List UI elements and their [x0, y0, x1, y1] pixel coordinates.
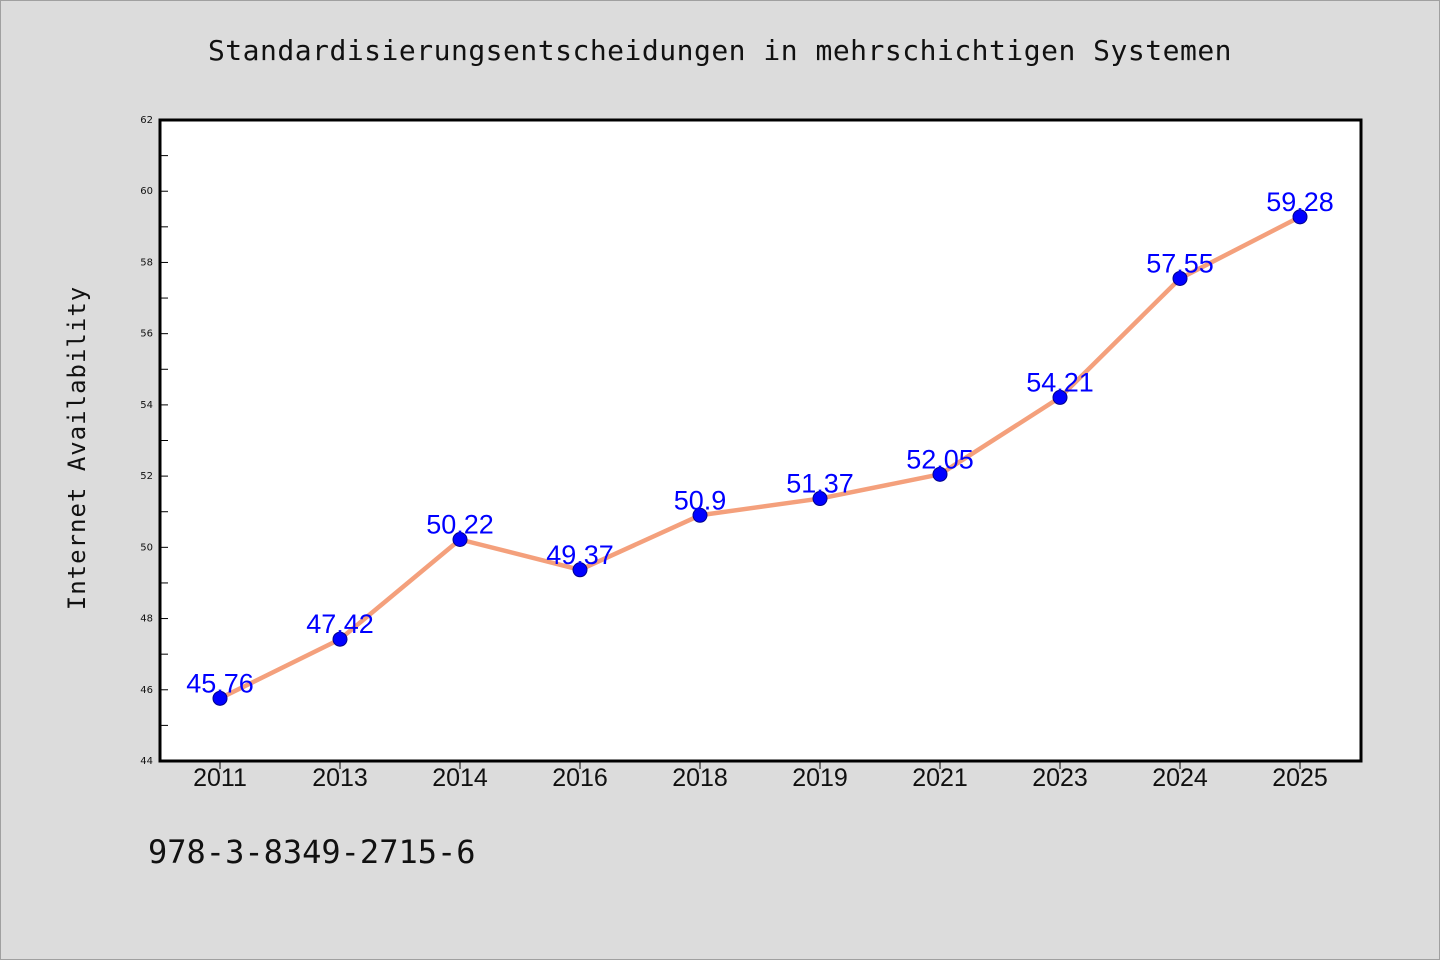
x-tick-label: 2018: [672, 764, 728, 792]
data-label: 57.55: [1146, 248, 1214, 278]
data-point: [1052, 389, 1068, 405]
data-point: [1172, 270, 1188, 286]
x-tick-label: 2024: [1152, 764, 1208, 792]
y-tick-label: 58: [140, 257, 153, 268]
x-axis-ticks: 2011 2013 2014 2016 2018 2019 2021 2023 2024 2025: [193, 761, 1328, 792]
data-label: 59.28: [1266, 187, 1334, 217]
y-tick-label: 56: [140, 329, 153, 340]
chart-title: Standardisierungsentscheidungen in mehrs…: [207, 34, 1233, 67]
data-label: 45.76: [186, 668, 254, 698]
data-label: 47.42: [306, 609, 374, 639]
data-point: [452, 531, 468, 547]
x-tick-label: 2014: [432, 764, 488, 792]
data-point: [332, 631, 348, 647]
data-label: 51.37: [786, 469, 854, 499]
y-tick-label: 62: [140, 115, 153, 126]
data-label: 50.9: [674, 485, 727, 515]
data-point: [1292, 209, 1308, 225]
y-tick-label: 44: [140, 756, 153, 767]
x-tick-label: 2011: [193, 764, 247, 792]
series-line: [217, 214, 1303, 701]
plot-area: [160, 120, 1361, 761]
x-tick-label: 2019: [792, 764, 848, 792]
x-tick-label: 2025: [1272, 764, 1328, 792]
data-point: [212, 690, 228, 706]
series-layer: 45.76 47.42 50.22 49.37 50.9 51.37 52.05 54.21 5…: [186, 187, 1334, 706]
y-tick-label: 52: [140, 471, 153, 482]
y-tick-label: 54: [140, 400, 153, 411]
data-point: [812, 491, 828, 507]
data-label: 50.22: [426, 509, 494, 539]
y-tick-label: 48: [140, 614, 153, 625]
x-tick-label: 2023: [1032, 764, 1088, 792]
y-tick-label: 46: [140, 685, 153, 696]
x-tick-label: 2021: [912, 764, 968, 792]
x-tick-label: 2013: [312, 764, 368, 792]
y-tick-label: 50: [140, 542, 153, 553]
data-label: 54.21: [1026, 367, 1094, 397]
data-point: [572, 562, 588, 578]
data-point: [932, 466, 948, 482]
data-label: 52.05: [906, 444, 974, 474]
isbn-label: 978-3-8349-2715-6: [148, 833, 476, 871]
x-tick-label: 2016: [552, 764, 608, 792]
data-point: [692, 507, 708, 523]
data-label: 49.37: [546, 540, 614, 570]
plot-frame: [158, 118, 1363, 763]
y-tick-label: 60: [140, 186, 153, 197]
y-axis-label: Internet Availability: [63, 286, 91, 610]
